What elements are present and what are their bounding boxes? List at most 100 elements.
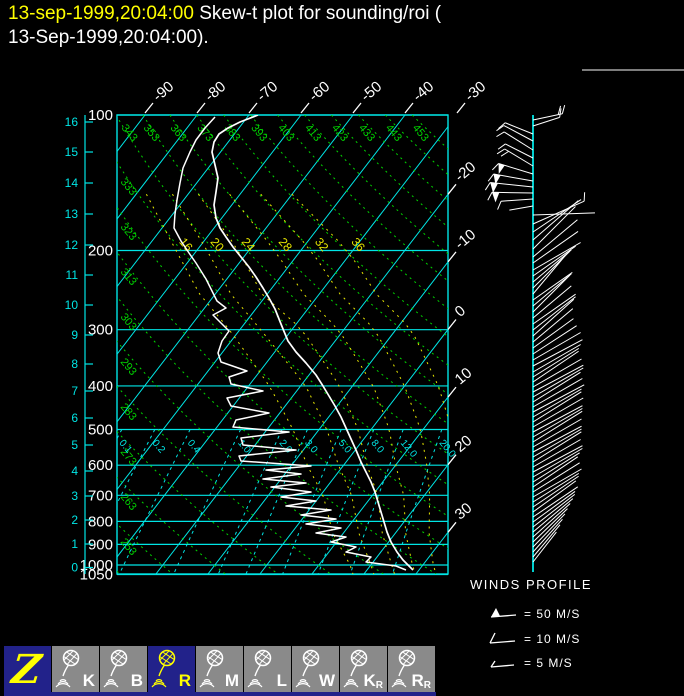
toolbar-button-m[interactable]: M <box>196 646 243 692</box>
toolbar-button-sublabel: R <box>375 680 383 691</box>
svg-text:28: 28 <box>276 235 296 254</box>
svg-text:400: 400 <box>88 378 113 395</box>
svg-text:-20: -20 <box>452 158 480 185</box>
radiosonde-balloon-icon <box>391 649 416 688</box>
svg-text:-70: -70 <box>254 78 282 105</box>
svg-text:1: 1 <box>71 537 78 551</box>
title-datetime: 13-sep-1999,20:04:00 <box>8 3 194 24</box>
svg-text:900: 900 <box>88 536 113 553</box>
radiosonde-balloon-icon <box>55 649 80 688</box>
toolbar-button-w[interactable]: W <box>292 646 339 692</box>
wind-full-barb-symbol <box>489 632 516 644</box>
svg-text:8: 8 <box>71 357 78 371</box>
svg-text:12.0: 12.0 <box>398 438 419 460</box>
winds-profile-legend: WINDS PROFILE = 50 M/S = 10 M/S = 5 M/S <box>470 577 593 670</box>
svg-text:253: 253 <box>118 536 139 558</box>
isotherm-lines <box>117 115 448 574</box>
svg-text:300: 300 <box>88 322 113 339</box>
svg-text:16: 16 <box>65 115 79 129</box>
toolbar-button-label: R <box>178 671 191 690</box>
title-text-line2: 13-Sep-1999,20:04:00). <box>8 27 209 48</box>
svg-text:100: 100 <box>88 107 113 124</box>
legend-label: = 50 M/S <box>524 606 581 621</box>
toolbar-button-b[interactable]: B <box>100 646 147 692</box>
dewpoint-trace <box>173 116 407 571</box>
toolbar-button-rr[interactable]: RR <box>388 646 435 692</box>
radiosonde-balloon-icon <box>343 649 368 688</box>
radiosonde-balloon-icon <box>151 649 176 688</box>
wind-flag-symbol <box>490 607 517 618</box>
svg-text:1.0: 1.0 <box>235 438 253 456</box>
svg-text:-30: -30 <box>462 78 490 105</box>
svg-text:800: 800 <box>88 513 113 530</box>
svg-text:2.0: 2.0 <box>277 438 295 456</box>
toolbar-button-r[interactable]: R <box>148 646 195 692</box>
toolbar-button-label: B <box>130 671 143 690</box>
toolbar-button-l[interactable]: L <box>244 646 291 692</box>
toolbar-button-label: K <box>82 671 95 690</box>
wind-half-barb-symbol <box>490 660 515 668</box>
svg-text:600: 600 <box>88 457 113 474</box>
toolbar-button-label: L <box>276 671 287 690</box>
svg-text:10: 10 <box>65 298 79 312</box>
svg-text:0.4: 0.4 <box>185 438 203 456</box>
svg-text:4: 4 <box>71 464 78 478</box>
svg-text:700: 700 <box>88 487 113 504</box>
legend-label: = 10 M/S <box>524 631 581 646</box>
svg-text:1050: 1050 <box>80 567 113 584</box>
toolbar-button-label: KR <box>363 671 383 691</box>
svg-text:-90: -90 <box>150 78 178 105</box>
svg-text:293: 293 <box>118 356 139 378</box>
svg-text:Z: Z <box>7 646 45 692</box>
svg-text:313: 313 <box>118 266 139 288</box>
svg-text:7: 7 <box>71 384 78 398</box>
svg-text:413: 413 <box>302 122 323 144</box>
dry-adiabat-lines <box>117 115 448 574</box>
svg-text:-40: -40 <box>410 78 438 105</box>
toolbar: Z K B R M L W KR RR <box>4 646 435 693</box>
svg-text:3.0: 3.0 <box>302 438 320 456</box>
svg-text:1000: 1000 <box>80 557 113 574</box>
svg-text:2: 2 <box>71 513 78 527</box>
toolbar-bottom-strip <box>4 692 436 696</box>
svg-text:500: 500 <box>88 422 113 439</box>
svg-text:14: 14 <box>65 176 79 190</box>
svg-text:423: 423 <box>329 122 350 144</box>
radiosonde-balloon-icon <box>247 649 272 688</box>
toolbar-button-k[interactable]: K <box>52 646 99 692</box>
svg-text:263: 263 <box>118 491 139 513</box>
legend-entry-50ms: = 50 M/S <box>488 605 580 623</box>
svg-text:0: 0 <box>71 561 78 575</box>
toolbar-button-kr[interactable]: KR <box>340 646 387 692</box>
legend-entry-5ms: = 5 M/S <box>488 654 573 672</box>
svg-text:433: 433 <box>356 122 377 144</box>
radiosonde-balloon-icon <box>103 649 128 688</box>
toolbar-button-label: RR <box>411 671 431 691</box>
window-divider-line <box>582 69 684 71</box>
svg-text:15: 15 <box>65 145 79 159</box>
svg-text:8.0: 8.0 <box>368 438 386 456</box>
plot-frame <box>116 114 449 575</box>
radiosonde-balloon-icon <box>199 649 224 688</box>
temperature-trace <box>211 115 414 571</box>
svg-text:11: 11 <box>66 268 79 282</box>
svg-text:200: 200 <box>88 242 113 259</box>
svg-text:443: 443 <box>383 122 404 144</box>
toolbar-button-label: W <box>318 671 335 690</box>
winds-legend-title: WINDS PROFILE <box>470 577 593 592</box>
svg-text:353: 353 <box>141 122 162 144</box>
app-logo-z: Z <box>7 646 45 693</box>
wind-barbs <box>484 104 595 572</box>
svg-text:10: 10 <box>452 364 476 388</box>
svg-text:24: 24 <box>239 235 259 254</box>
svg-text:0: 0 <box>452 302 469 320</box>
legend-label: = 5 M/S <box>524 655 573 670</box>
toolbar-button-z[interactable]: Z <box>4 646 51 693</box>
svg-text:323: 323 <box>118 221 139 243</box>
svg-text:3: 3 <box>71 489 78 503</box>
svg-text:-10: -10 <box>452 226 480 253</box>
